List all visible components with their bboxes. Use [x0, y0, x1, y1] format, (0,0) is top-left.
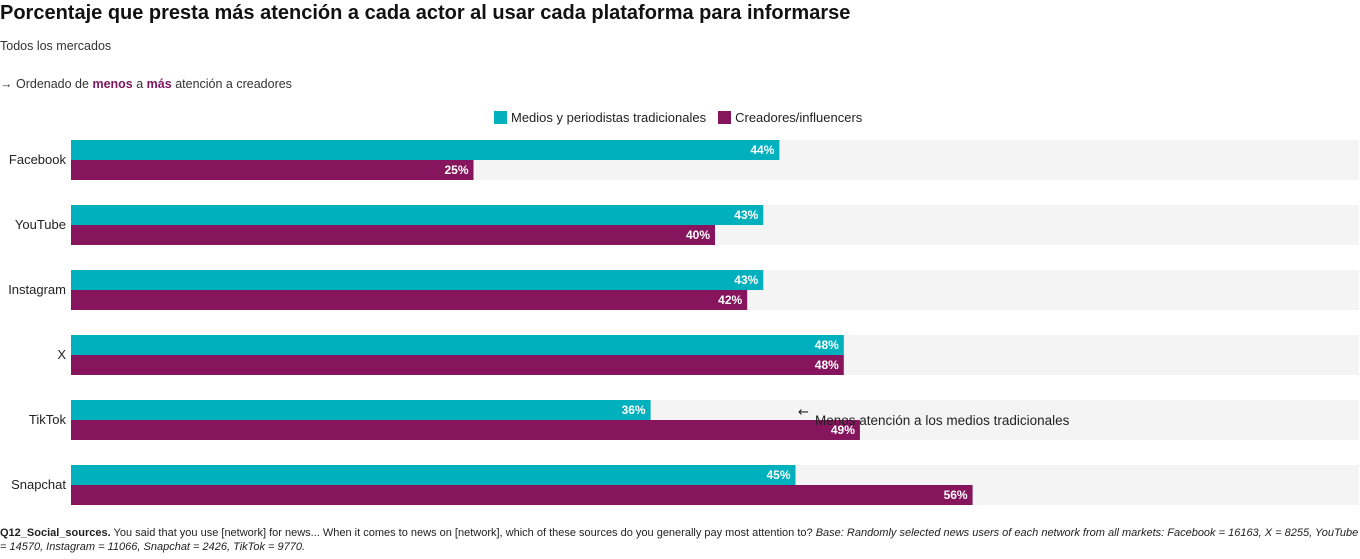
legend-label-creators: Creadores/influencers: [735, 110, 863, 125]
data-label-youtube-medios-y-periodistas-tradicionales: 43%: [734, 208, 758, 222]
category-label-x: X: [57, 347, 66, 362]
category-label-youtube: YouTube: [15, 217, 66, 232]
bar-facebook-medios-y-periodistas-tradicionales: [71, 140, 780, 160]
chart-subtitle: Todos los mercados: [0, 39, 112, 53]
legend-swatch-creators: [718, 111, 732, 124]
data-label-tiktok-creadores-influencers: 49%: [831, 423, 855, 437]
category-label-snapchat: Snapchat: [11, 477, 66, 492]
sort-note-word-more: más: [146, 77, 172, 91]
data-label-tiktok-medios-y-periodistas-tradicionales: 36%: [622, 403, 646, 417]
sort-arrow-icon: →: [0, 77, 13, 91]
category-label-tiktok: TikTok: [29, 412, 67, 427]
bar-x-creadores-influencers: [71, 355, 844, 375]
legend: Medios y periodistas tradicionales Cread…: [494, 110, 874, 125]
data-label-x-creadores-influencers: 48%: [815, 358, 839, 372]
sort-note-middle: a: [136, 77, 144, 91]
data-label-snapchat-medios-y-periodistas-tradicionales: 45%: [766, 468, 790, 482]
data-label-instagram-medios-y-periodistas-tradicionales: 43%: [734, 273, 758, 287]
bar-tiktok-medios-y-periodistas-tradicionales: [71, 400, 651, 420]
bar-snapchat-medios-y-periodistas-tradicionales: [71, 465, 796, 485]
bar-youtube-medios-y-periodistas-tradicionales: [71, 205, 764, 225]
legend-swatch-traditional: [494, 111, 507, 124]
sort-note-suffix: atención a creadores: [175, 77, 292, 91]
legend-label-traditional: Medios y periodistas tradicionales: [511, 110, 707, 125]
data-label-instagram-creadores-influencers: 42%: [718, 293, 742, 307]
footnote-label: Q12_Social_sources.: [0, 527, 111, 539]
data-label-snapchat-creadores-influencers: 56%: [944, 488, 968, 502]
bar-instagram-creadores-influencers: [71, 290, 748, 310]
footnote-question: You said that you use [network] for news…: [113, 527, 813, 539]
sort-note-prefix: Ordenado de: [15, 77, 89, 91]
chart-title: Porcentaje que presta más atención a cad…: [0, 2, 851, 24]
bar-youtube-creadores-influencers: [71, 225, 715, 245]
footnote: Q12_Social_sources. You said that you us…: [0, 526, 1360, 554]
sort-note: → Ordenado de menos a más atención a cre…: [0, 77, 292, 91]
data-label-facebook-creadores-influencers: 25%: [444, 163, 468, 177]
footnote-base: Base: Randomly selected news users of ea…: [0, 527, 1359, 553]
category-label-instagram: Instagram: [8, 282, 66, 297]
bar-chart: Facebook 44% 25% YouTube 43% 40% Instagram 43% 4…: [8, 140, 1359, 505]
data-label-x-medios-y-periodistas-tradicionales: 48%: [815, 338, 839, 352]
bar-instagram-medios-y-periodistas-tradicionales: [71, 270, 764, 290]
bar-x-medios-y-periodistas-tradicionales: [71, 335, 844, 355]
data-label-facebook-medios-y-periodistas-tradicionales: 44%: [750, 143, 774, 157]
legend-item-traditional: Medios y periodistas tradicionales: [494, 110, 706, 125]
legend-item-creators: Creadores/influencers: [718, 110, 862, 125]
sort-note-word-less: menos: [92, 77, 133, 91]
bar-tiktok-creadores-influencers: [71, 420, 860, 440]
bar-snapchat-creadores-influencers: [71, 485, 973, 505]
annotation-text: Menos atención a los medios tradicionale…: [815, 413, 1070, 428]
annotation-arrow-icon: ←: [798, 405, 809, 420]
bar-facebook-creadores-influencers: [71, 160, 474, 180]
data-label-youtube-creadores-influencers: 40%: [686, 228, 710, 242]
category-label-facebook: Facebook: [9, 152, 67, 167]
